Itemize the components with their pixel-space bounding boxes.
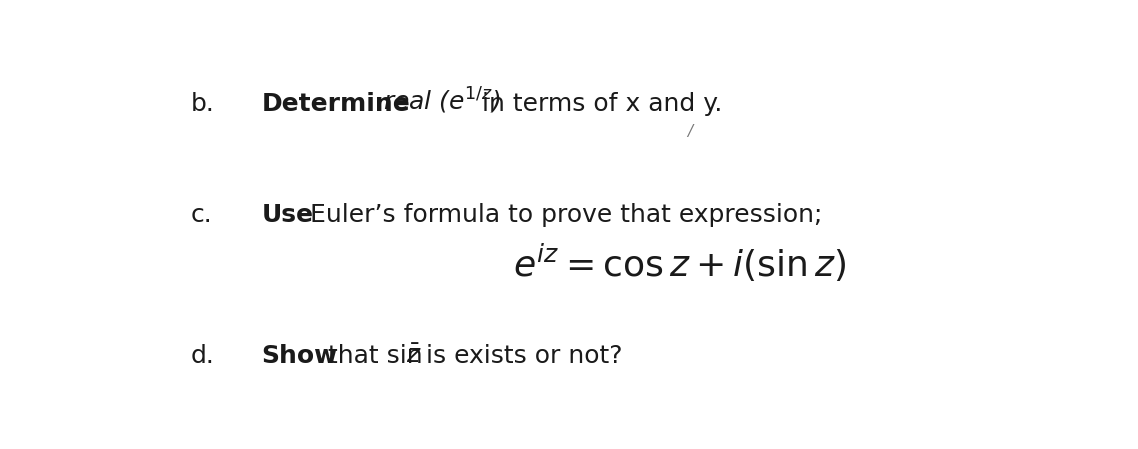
Text: $\bar{z}$: $\bar{z}$ [406,344,422,369]
Text: /: / [687,123,692,139]
Text: c.: c. [191,203,213,227]
Text: real (e$^{1/z}$): real (e$^{1/z}$) [382,86,501,116]
Text: b.: b. [191,92,215,116]
Text: is exists or not?: is exists or not? [419,344,622,369]
Text: Use: Use [262,203,313,227]
Text: Euler’s formula to prove that expression;: Euler’s formula to prove that expression… [302,203,822,227]
Text: in terms of x and y.: in terms of x and y. [473,92,723,116]
Text: Show: Show [262,344,338,369]
Text: Determine: Determine [262,92,410,116]
Text: $e^{iz} = \cos z + i(\sin z)$: $e^{iz} = \cos z + i(\sin z)$ [512,242,846,284]
Text: that sin: that sin [321,344,431,369]
Text: d.: d. [191,344,215,369]
